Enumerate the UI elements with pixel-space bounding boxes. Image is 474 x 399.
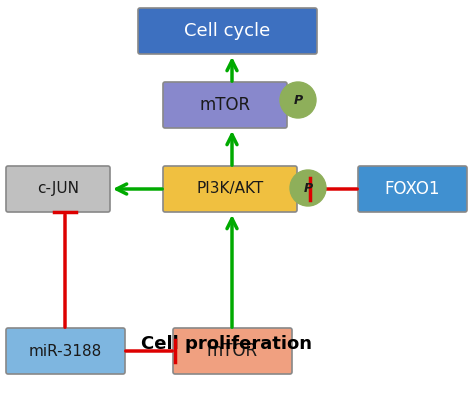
Circle shape	[290, 170, 326, 206]
FancyBboxPatch shape	[138, 8, 317, 54]
Text: FOXO1: FOXO1	[385, 180, 440, 198]
Text: P: P	[303, 182, 312, 194]
FancyBboxPatch shape	[6, 328, 125, 374]
Text: PI3K/AKT: PI3K/AKT	[196, 182, 264, 196]
FancyBboxPatch shape	[173, 328, 292, 374]
Text: Cell proliferation: Cell proliferation	[142, 335, 312, 353]
Circle shape	[280, 82, 316, 118]
FancyBboxPatch shape	[358, 166, 467, 212]
Text: mTOR: mTOR	[200, 96, 251, 114]
Text: P: P	[293, 93, 302, 107]
FancyBboxPatch shape	[6, 166, 110, 212]
Text: mTOR: mTOR	[207, 342, 258, 360]
Text: miR-3188: miR-3188	[29, 344, 102, 358]
Text: Cell cycle: Cell cycle	[184, 22, 271, 40]
Text: c-JUN: c-JUN	[37, 182, 79, 196]
FancyBboxPatch shape	[163, 82, 287, 128]
FancyBboxPatch shape	[163, 166, 297, 212]
